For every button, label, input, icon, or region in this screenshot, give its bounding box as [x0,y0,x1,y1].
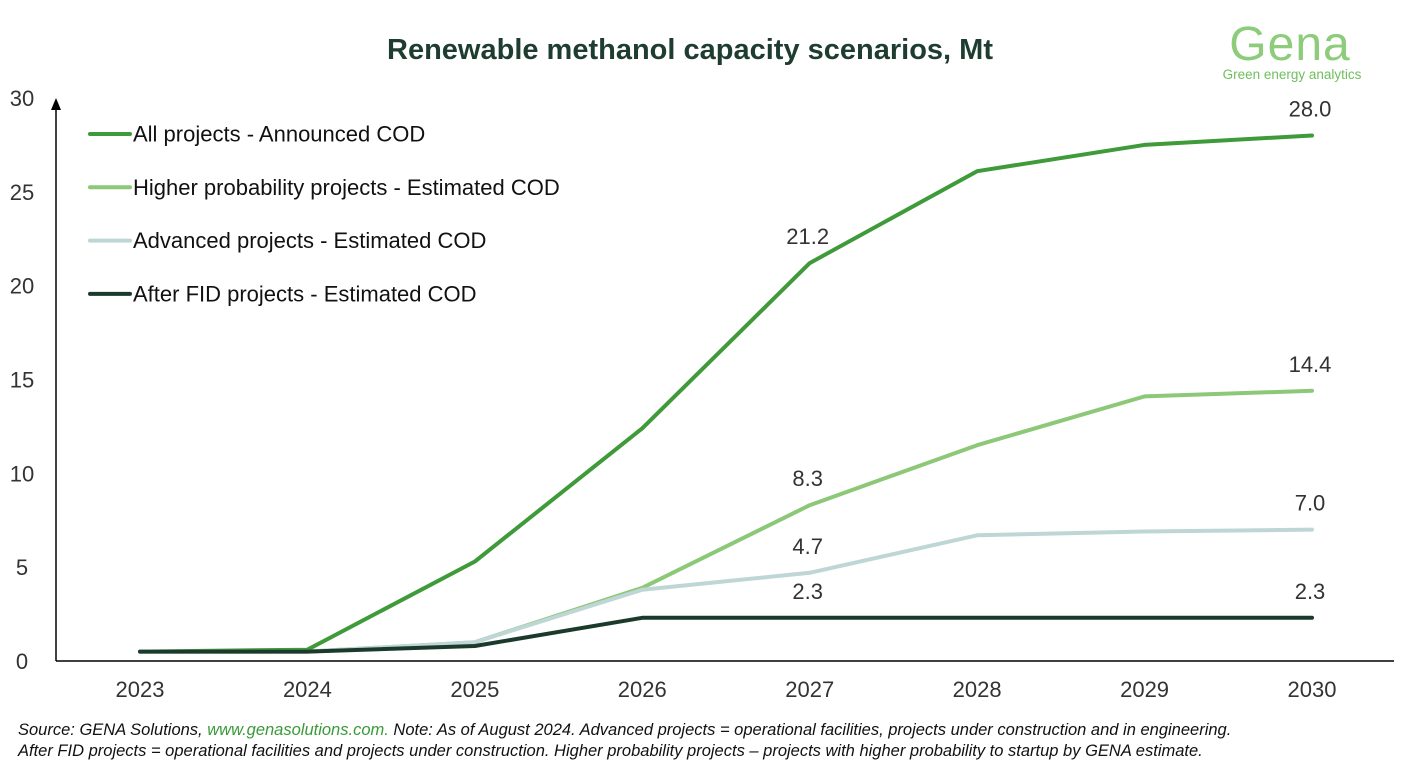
legend-entry: Advanced projects - Estimated COD [88,228,486,253]
y-tick-label: 20 [10,274,34,299]
footnote-line-2: After FID projects = operational facilit… [18,742,1203,760]
data-label: 8.3 [792,466,823,491]
axes [51,98,1394,662]
x-tick-label: 2023 [116,677,165,702]
data-label: 4.7 [792,534,823,559]
legend-entry: After FID projects - Estimated COD [88,281,477,306]
source-link[interactable]: www.genasolutions.com. [207,721,389,739]
x-tick-label: 2030 [1288,677,1337,702]
y-tick-label: 10 [10,461,34,486]
x-tick-label: 2024 [283,677,332,702]
data-label: 2.3 [792,579,823,604]
footnote-source: Source: GENA Solutions, [18,721,208,739]
gena-logo: Gena Green energy analytics [1223,18,1362,82]
x-tick-label: 2028 [953,677,1002,702]
y-tick-label: 30 [10,86,34,111]
legend-label: After FID projects - Estimated COD [133,281,477,306]
legend-label: Higher probability projects - Estimated … [133,175,560,200]
y-tick-label: 15 [10,368,34,393]
y-tick-label: 0 [16,649,28,674]
y-tick-label: 5 [16,555,28,580]
footnote: Source: GENA Solutions, www.genasolution… [18,720,1408,762]
data-label: 21.2 [786,224,829,249]
y-tick-label: 25 [10,180,34,205]
data-label: 7.0 [1295,491,1326,516]
legend-label: Advanced projects - Estimated COD [133,228,486,253]
footnote-line-1: Source: GENA Solutions, www.genasolution… [18,720,1408,741]
legend: All projects - Announced COD Higher proba… [88,122,560,306]
series-line-1 [138,133,1314,654]
x-tick-label: 2027 [785,677,834,702]
x-tick-labels: 2023 2024 2025 2026 2027 2028 2029 2030 [116,677,1337,702]
data-label: 14.4 [1289,352,1332,377]
legend-entry: Higher probability projects - Estimated … [88,175,560,200]
legend-entry: All projects - Announced COD [88,122,425,147]
series-line-2 [138,388,1314,654]
y-axis-arrow [51,98,61,110]
logo-wordmark: Gena [1229,18,1350,71]
chart: Renewable methanol capacity scenarios, M… [10,18,1394,702]
legend-label: All projects - Announced COD [133,122,425,147]
series-line-4 [138,615,1314,654]
footnote-note: Note: As of August 2024. Advanced projec… [388,721,1232,739]
data-label: 2.3 [1295,579,1326,604]
logo-tagline: Green energy analytics [1223,67,1362,82]
data-label: 28.0 [1289,97,1332,122]
x-tick-label: 2026 [618,677,667,702]
chart-title: Renewable methanol capacity scenarios, M… [387,34,993,66]
x-tick-label: 2029 [1120,677,1169,702]
data-labels: 21.2 28.0 8.3 14.4 4.7 7.0 2.3 2.3 [786,97,1331,604]
series-lines [138,133,1314,654]
x-tick-label: 2025 [450,677,499,702]
y-tick-labels: 0 5 10 15 20 25 30 [10,86,34,674]
